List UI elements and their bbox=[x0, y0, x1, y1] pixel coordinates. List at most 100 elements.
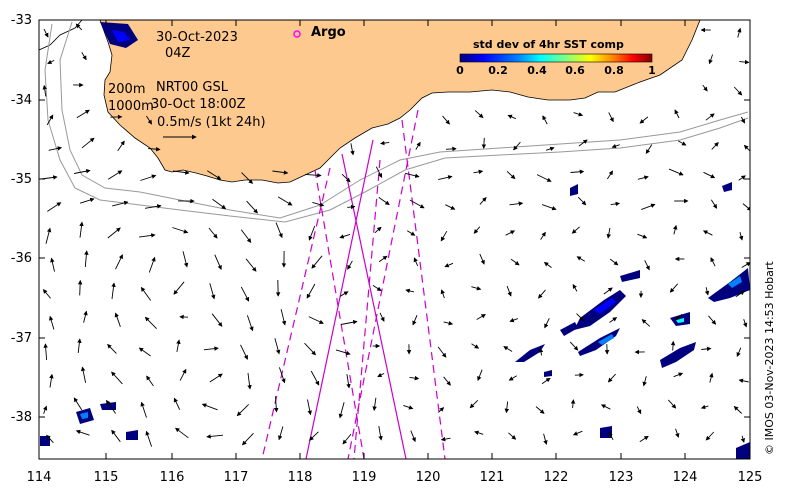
velocity-arrow bbox=[107, 227, 121, 239]
credit-label: © IMOS 03-Nov-2023 14:53 Hobart bbox=[763, 261, 776, 455]
velocity-arrow bbox=[740, 435, 746, 443]
velocity-arrow bbox=[335, 349, 351, 356]
velocity-arrow bbox=[700, 404, 709, 410]
colorbar-title: std dev of 4hr SST comp bbox=[473, 38, 624, 51]
velocity-arrow bbox=[437, 346, 447, 358]
velocity-arrow bbox=[544, 318, 550, 329]
altimeter-tracks bbox=[261, 109, 446, 459]
velocity-arrow bbox=[409, 199, 425, 209]
velocity-arrow bbox=[307, 399, 312, 416]
velocity-arrow bbox=[675, 428, 680, 438]
velocity-arrow bbox=[140, 286, 152, 301]
velocity-arrow bbox=[668, 168, 684, 176]
velocity-arrow bbox=[609, 258, 619, 266]
velocity-arrow bbox=[246, 315, 254, 332]
velocity-arrow bbox=[379, 312, 385, 322]
velocity-arrow bbox=[309, 431, 319, 441]
y-tick-label: -36 bbox=[10, 251, 32, 266]
plot-frame bbox=[38, 19, 751, 460]
velocity-arrow bbox=[639, 116, 649, 124]
velocity-arrow bbox=[107, 170, 123, 180]
velocity-arrow bbox=[201, 403, 218, 411]
velocity-arrow bbox=[741, 262, 750, 268]
colorbar bbox=[459, 53, 653, 63]
x-tick-label: 120 bbox=[415, 470, 441, 485]
x-tick-label: 118 bbox=[287, 470, 313, 485]
velocity-arrow bbox=[477, 369, 483, 381]
velocity-arrow bbox=[740, 116, 745, 124]
velocity-arrow bbox=[83, 310, 88, 323]
velocity-arrow bbox=[240, 286, 250, 302]
x-tick-label: 116 bbox=[159, 470, 185, 485]
velocity-arrow bbox=[545, 146, 555, 152]
velocity-arrow bbox=[606, 227, 611, 239]
velocity-arrow bbox=[310, 370, 320, 386]
velocity-arrow bbox=[175, 427, 189, 439]
velocity-arrow bbox=[508, 375, 517, 381]
velocity-arrow bbox=[107, 343, 117, 354]
velocity-arrow bbox=[115, 254, 123, 270]
argo-float-marker bbox=[293, 30, 301, 38]
date-label: 30-Oct-2023 bbox=[156, 30, 238, 45]
velocity-arrow bbox=[372, 285, 382, 292]
velocity-arrow bbox=[739, 59, 750, 65]
velocity-arrow bbox=[471, 286, 482, 291]
velocity-arrow bbox=[735, 290, 745, 298]
velocity-arrow bbox=[738, 231, 744, 241]
velocity-arrow bbox=[240, 229, 252, 243]
velocity-arrow bbox=[710, 199, 718, 209]
velocity-arrow bbox=[173, 170, 190, 175]
velocity-arrow bbox=[347, 204, 356, 210]
velocity-arrow bbox=[346, 374, 351, 389]
velocity-arrow bbox=[445, 146, 457, 152]
velocity-arrow bbox=[708, 54, 714, 65]
velocity-arrow bbox=[673, 372, 684, 378]
velocity-arrow bbox=[474, 110, 484, 119]
velocity-arrow bbox=[280, 309, 287, 326]
velocity-arrow bbox=[469, 399, 479, 409]
velocity-arrow bbox=[569, 341, 579, 351]
velocity-arrow bbox=[675, 313, 683, 321]
velocity-arrow bbox=[572, 283, 578, 292]
velocity-arrow bbox=[611, 143, 620, 149]
velocity-arrow bbox=[173, 281, 185, 295]
velocity-arrow bbox=[737, 27, 742, 38]
velocity-arrow bbox=[77, 338, 82, 353]
y-tick-label: -35 bbox=[10, 172, 32, 187]
x-tick-label: 123 bbox=[608, 470, 634, 485]
velocity-arrow bbox=[206, 434, 224, 439]
velocity-arrow bbox=[670, 340, 676, 351]
velocity-arrow bbox=[105, 399, 116, 414]
velocity-arrow bbox=[50, 257, 55, 272]
velocity-arrow bbox=[471, 343, 480, 349]
velocity-arrow bbox=[639, 435, 649, 443]
velocity-arrow bbox=[212, 198, 227, 210]
velocity-arrow bbox=[603, 287, 613, 295]
velocity-arrow bbox=[709, 372, 714, 383]
colorbar-tick: 0.8 bbox=[604, 64, 624, 77]
velocity-arrow bbox=[339, 233, 351, 239]
velocity-arrow bbox=[535, 406, 545, 414]
velocity-arrow bbox=[415, 141, 421, 150]
velocity-arrow bbox=[445, 204, 456, 210]
velocity-arrow bbox=[443, 376, 451, 386]
velocity-arrow bbox=[513, 141, 521, 151]
velocity-arrow bbox=[79, 197, 95, 204]
colorbar-tick: 0.2 bbox=[488, 64, 508, 77]
velocity-arrow bbox=[179, 368, 187, 381]
velocity-arrow bbox=[148, 146, 161, 152]
velocity-arrow bbox=[637, 233, 648, 239]
velocity-arrow bbox=[413, 257, 419, 267]
velocity-arrow bbox=[208, 227, 218, 239]
velocity-arrow bbox=[42, 289, 51, 299]
velocity-arrow bbox=[404, 172, 420, 178]
velocity-arrow bbox=[140, 401, 147, 418]
x-tick-label: 121 bbox=[479, 470, 505, 485]
velocity-arrow bbox=[541, 204, 557, 211]
velocity-arrow bbox=[75, 429, 90, 436]
velocity-arrow bbox=[380, 140, 390, 146]
velocity-arrow bbox=[573, 112, 584, 117]
velocity-arrow bbox=[42, 405, 48, 414]
velocity-arrow bbox=[636, 406, 642, 415]
